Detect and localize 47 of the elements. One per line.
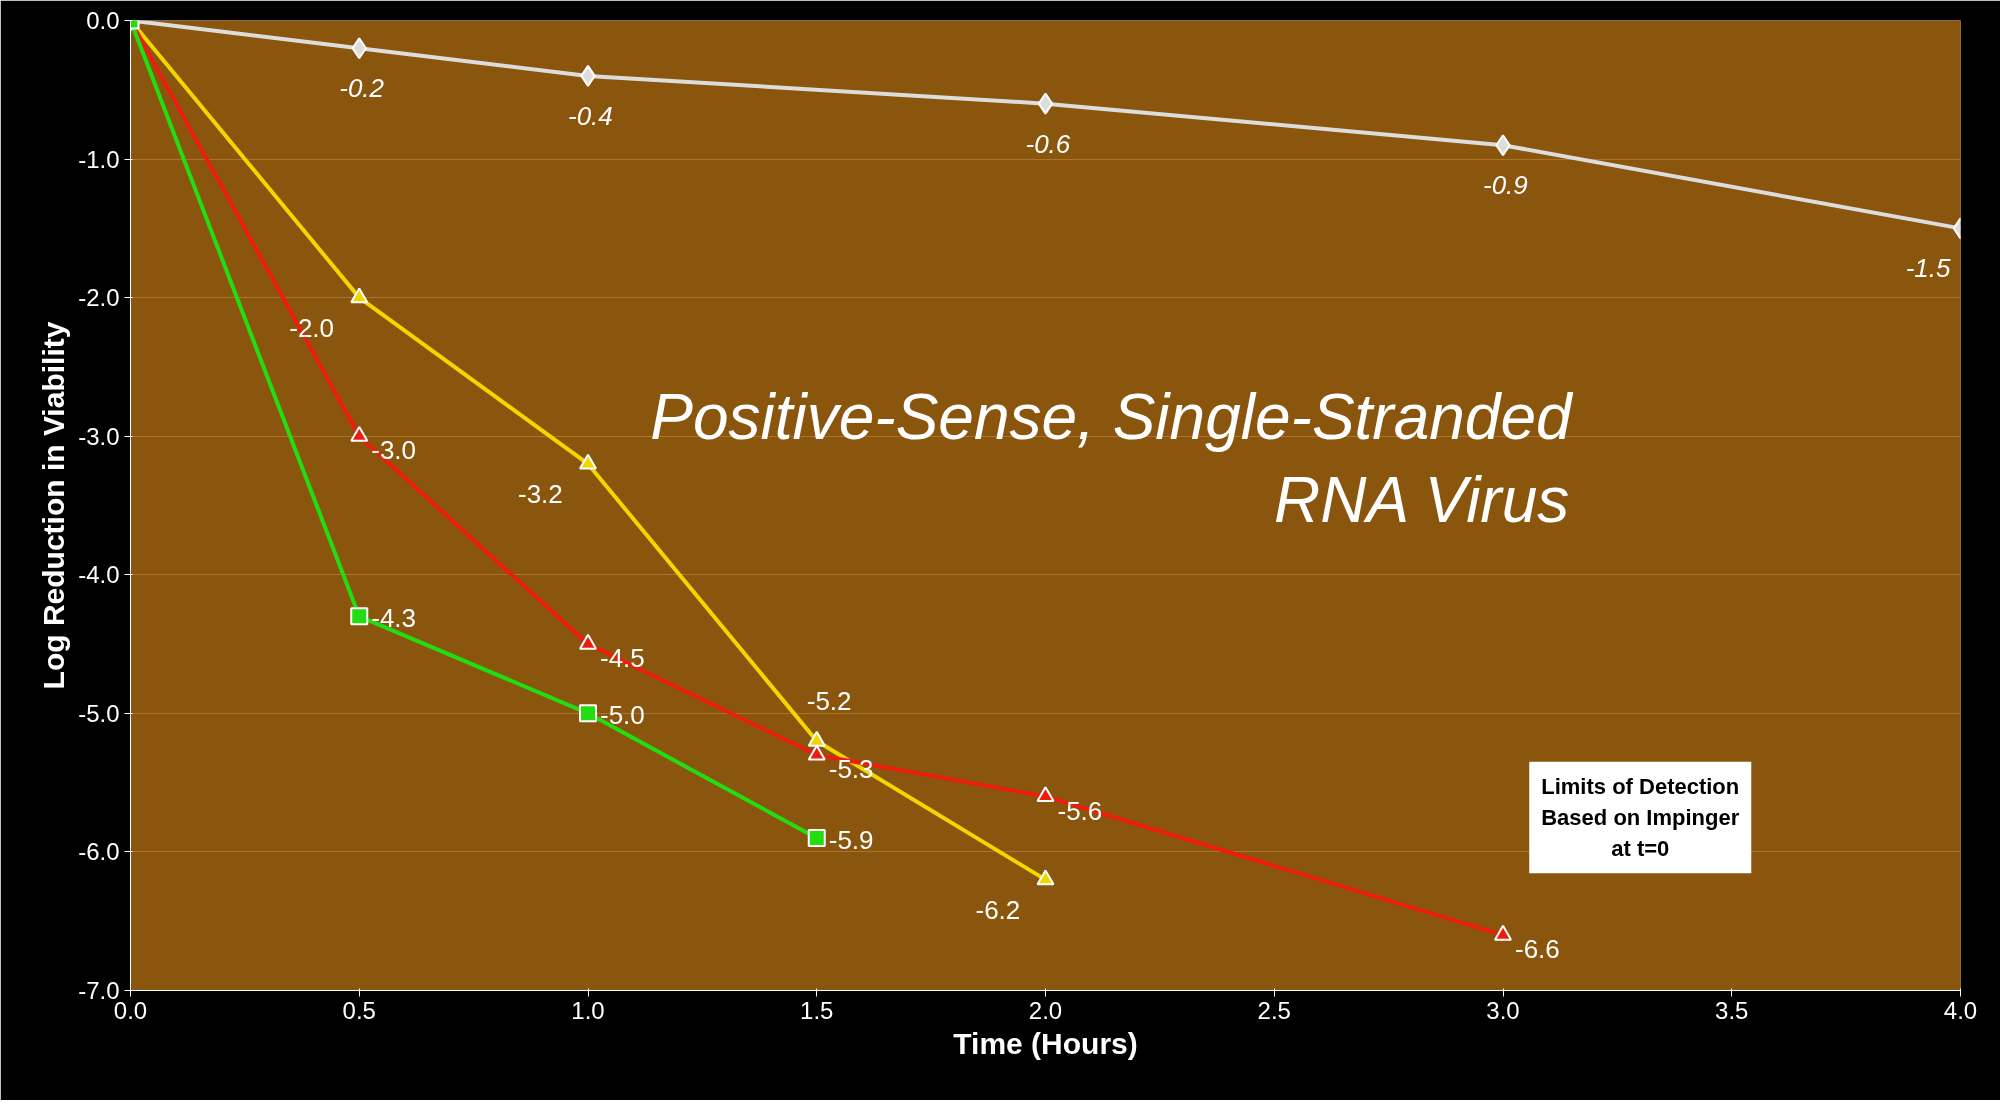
data-label: -0.4 [568, 100, 613, 131]
point [350, 287, 369, 304]
y-tick-label: -5.0 [78, 699, 120, 727]
data-label: -5.6 [1057, 795, 1103, 826]
data-label: -3.2 [518, 478, 563, 509]
point [1494, 924, 1512, 941]
point [807, 730, 826, 747]
y-tick-label: 0.0 [86, 7, 120, 34]
point [579, 633, 597, 650]
point [350, 607, 369, 626]
annotation: Positive-Sense, Single-Stranded RNA Virus [650, 380, 1575, 536]
x-tick-label: 1.0 [571, 996, 605, 1024]
y-tick-label: -6.0 [78, 838, 120, 866]
x-tick-label: 2.5 [1257, 996, 1291, 1024]
data-label: -0.6 [1025, 128, 1071, 159]
point [579, 453, 597, 470]
data-label: -5.9 [828, 825, 874, 856]
x-axis-title: Time (Hours) [953, 1026, 1138, 1060]
point [1036, 786, 1055, 803]
point [1037, 92, 1054, 115]
data-label: -6.2 [975, 894, 1021, 925]
data-label: -6.6 [1515, 934, 1560, 965]
data-label: -0.2 [339, 73, 385, 104]
point [807, 744, 826, 761]
data-label: -0.9 [1483, 170, 1528, 201]
data-label: -3.0 [371, 435, 417, 466]
point [350, 425, 369, 442]
data-label: -2.0 [289, 312, 335, 343]
x-tick-label: 4.0 [1943, 996, 1978, 1024]
x-tick-label: 1.5 [800, 996, 834, 1024]
y-axis-title: Log Reduction in Viability [37, 321, 71, 690]
y-tick-label: -4.0 [78, 561, 120, 589]
annotation: Limits of Detection Based on Impinger at t=0 [1541, 773, 1740, 862]
y-tick-label: -1.0 [78, 145, 120, 173]
data-label: -4.3 [371, 603, 417, 634]
y-tick-label: -2.0 [78, 284, 120, 312]
x-tick-label: 3.0 [1486, 996, 1520, 1024]
data-label: -1.5 [1905, 253, 1952, 284]
x-tick-label: 0.5 [342, 996, 376, 1024]
x-tick-label: 3.5 [1715, 996, 1749, 1024]
data-label: -5.2 [806, 686, 852, 717]
x-tick-label: 2.0 [1028, 996, 1063, 1024]
point [1036, 869, 1055, 886]
data-label: -5.3 [828, 753, 874, 784]
data-label: -4.5 [600, 643, 645, 674]
y-tick-label: -3.0 [78, 422, 120, 450]
data-label: -5.0 [600, 700, 645, 731]
